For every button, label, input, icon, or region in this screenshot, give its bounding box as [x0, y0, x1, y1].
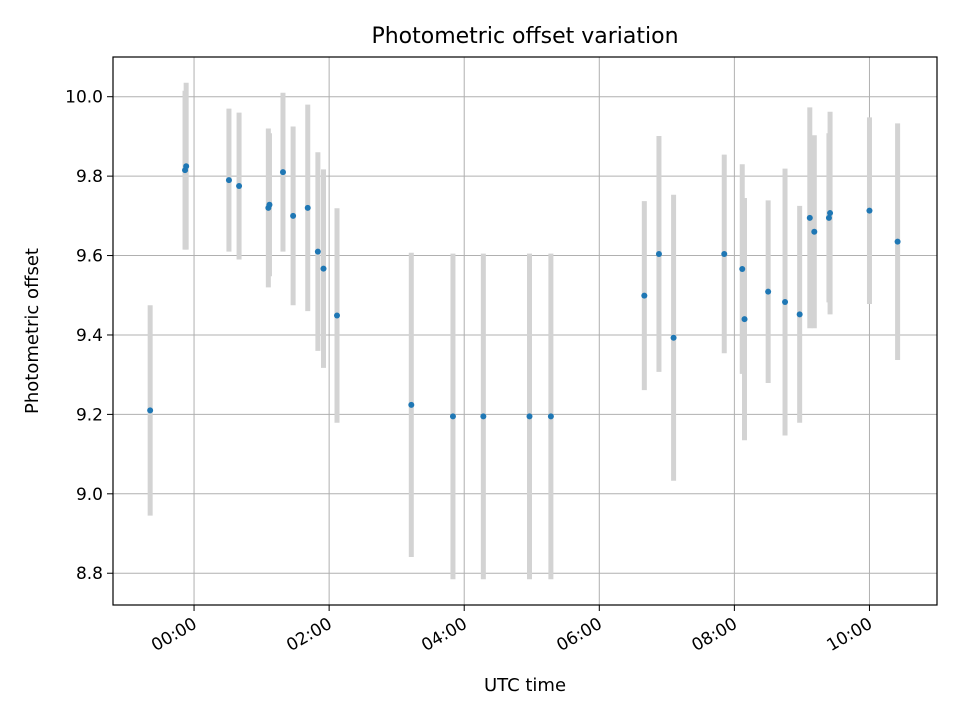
data-point — [547, 413, 554, 420]
data-point — [741, 316, 748, 323]
y-tick-label: 9.0 — [76, 485, 103, 505]
y-tick-label: 8.8 — [76, 564, 103, 584]
data-point — [449, 413, 456, 420]
data-point — [811, 228, 818, 235]
data-point — [526, 413, 533, 420]
data-point — [641, 292, 648, 299]
data-point — [225, 177, 232, 184]
markers — [147, 163, 901, 420]
data-point — [320, 265, 327, 272]
y-axis: 8.8 9.0 9.2 9.4 9.6 9.8 10.0 — [65, 88, 113, 584]
data-point — [827, 210, 834, 217]
data-point — [655, 250, 662, 257]
data-point — [334, 312, 341, 319]
data-point — [480, 413, 487, 420]
data-point — [266, 201, 273, 208]
plot-frame — [112, 56, 938, 606]
y-tick-label: 9.8 — [76, 167, 103, 187]
y-tick-label: 9.4 — [76, 326, 103, 346]
data-point — [796, 311, 803, 318]
data-point — [290, 212, 297, 219]
y-tick-label: 9.2 — [76, 405, 103, 425]
data-point — [236, 183, 243, 190]
y-tick-label: 10.0 — [65, 88, 103, 108]
data-point — [670, 334, 677, 341]
data-point — [183, 163, 190, 170]
chart-title: Photometric offset variation — [371, 24, 678, 49]
data-point — [304, 204, 311, 211]
data-point — [147, 407, 154, 414]
y-axis-label: Photometric offset — [22, 248, 43, 414]
data-point — [894, 238, 901, 245]
data-point — [806, 214, 813, 221]
data-point — [739, 266, 746, 273]
data-point — [782, 299, 789, 306]
data-point — [279, 169, 286, 176]
x-axis-label: UTC time — [484, 675, 566, 696]
y-tick-label: 9.6 — [76, 247, 103, 267]
data-point — [765, 288, 772, 295]
data-point — [314, 248, 321, 255]
data-point — [721, 250, 728, 257]
data-point — [866, 207, 873, 214]
data-point — [408, 401, 415, 408]
data-point — [825, 214, 832, 221]
